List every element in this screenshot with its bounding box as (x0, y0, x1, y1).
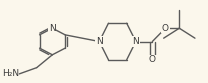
Text: H₂N: H₂N (2, 69, 19, 78)
Text: O: O (149, 55, 156, 64)
Text: N: N (132, 37, 139, 46)
Text: N: N (96, 37, 103, 46)
Text: N: N (49, 24, 56, 33)
Text: O: O (162, 24, 169, 33)
